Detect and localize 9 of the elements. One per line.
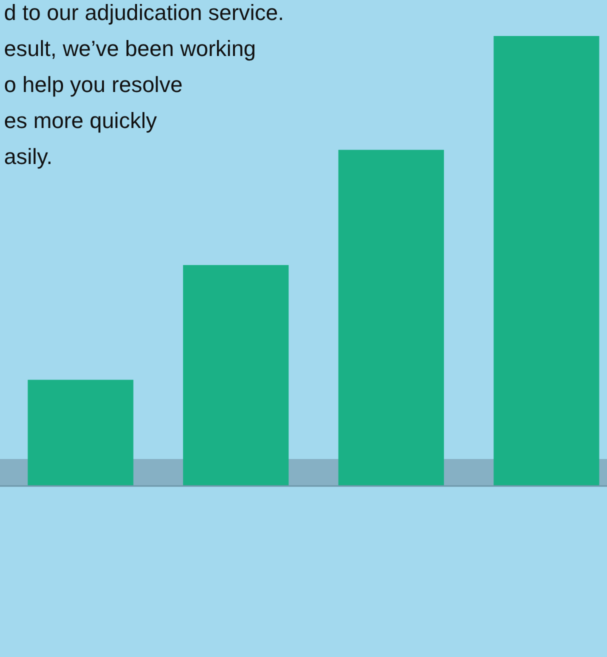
annotation: asily. (4, 144, 52, 169)
annotation: o help you resolve (4, 72, 183, 97)
text: d to our adjudication service. (4, 0, 284, 25)
bar (338, 150, 444, 486)
bar (183, 265, 289, 486)
bar (494, 36, 600, 486)
annotation: esult, we’ve been working (4, 36, 256, 61)
bar (28, 380, 134, 486)
annotation: es more quickly (4, 108, 157, 133)
